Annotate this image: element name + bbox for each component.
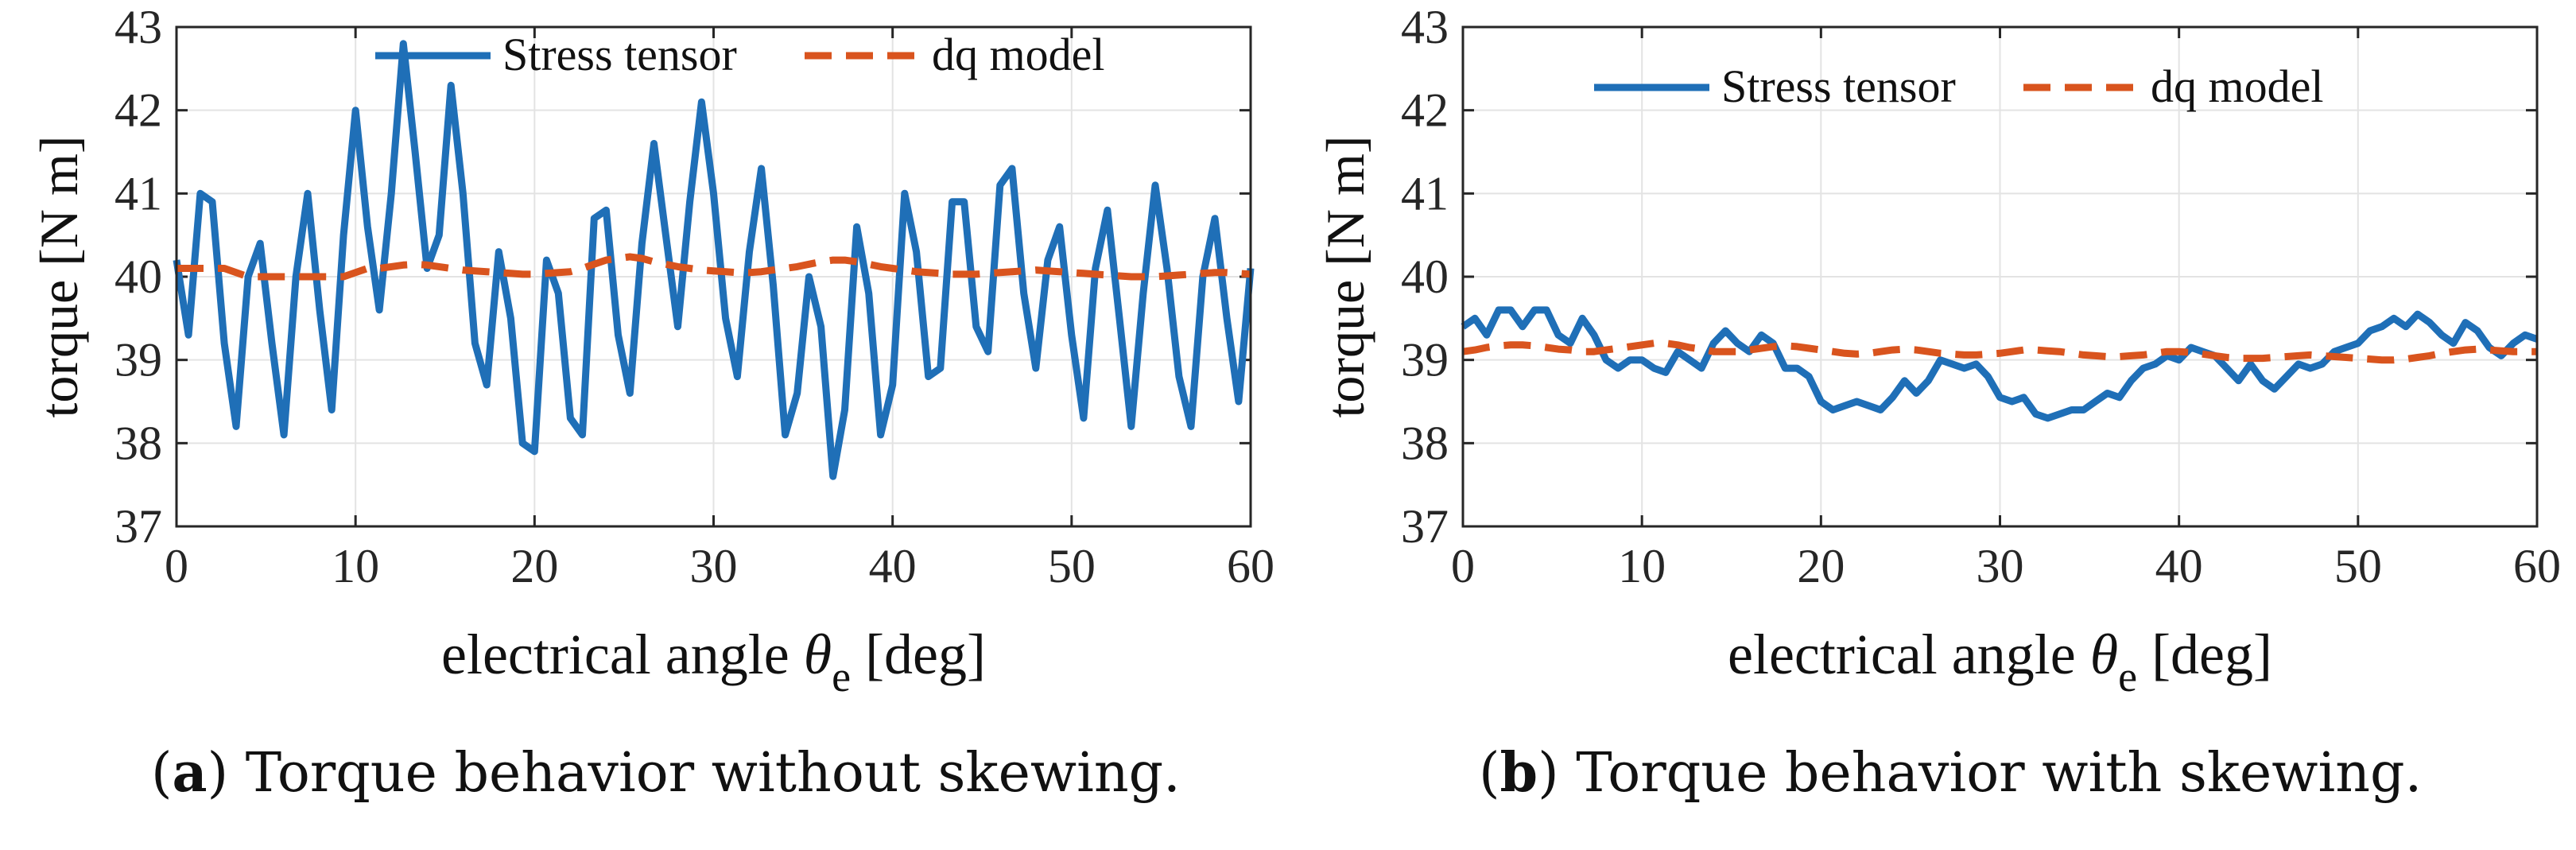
y-tick-label: 42 xyxy=(114,84,162,137)
y-tick-label: 43 xyxy=(114,1,162,53)
series-line-dq-model xyxy=(177,253,1251,281)
series-line-dq-model xyxy=(1462,340,2537,364)
axes-box-b xyxy=(1461,25,2539,528)
y-tick-label: 41 xyxy=(1401,167,1449,219)
x-tick-label: 60 xyxy=(2513,540,2561,592)
x-tick-label: 10 xyxy=(1618,540,1666,592)
y-tick-label: 38 xyxy=(114,417,162,469)
y-tick-label: 41 xyxy=(114,167,162,219)
x-axis-label: electrical angle θe [deg] xyxy=(441,623,986,701)
x-tick-label: 30 xyxy=(690,540,738,592)
caption-b-letter: b xyxy=(1499,741,1538,805)
caption-a: (a) Torque behavior without skewing. xyxy=(151,741,1181,805)
chart-a: 0 10 20 30 40 50 60 37 38 39 40 41 42 43 Stress tensor… xyxy=(29,1,1274,701)
legend-b: Stress tensor dq model xyxy=(1594,60,2323,112)
chart-b: 0 10 20 30 40 50 60 37 38 39 40 41 42 43 Stress tensor… xyxy=(1315,1,2561,701)
x-axis-label: electrical angle θe [deg] xyxy=(1728,623,2272,701)
legend-a: Stress tensor dq model xyxy=(375,29,1104,80)
x-tick-label: 40 xyxy=(2155,540,2203,592)
y-tick-label: 40 xyxy=(114,250,162,303)
y-tick-label: 43 xyxy=(1401,1,1449,53)
y-tick-label: 39 xyxy=(114,334,162,386)
caption-b: (b) Torque behavior with skewing. xyxy=(1479,741,2423,805)
axes-box-a xyxy=(175,25,1252,528)
y-tick-label: 37 xyxy=(1401,500,1449,553)
legend-label: dq model xyxy=(932,29,1104,80)
y-tick-label: 38 xyxy=(1401,417,1449,469)
x-tick-label: 30 xyxy=(1977,540,2024,592)
legend-label: Stress tensor xyxy=(1721,60,1956,112)
y-tick-label: 37 xyxy=(114,500,162,553)
legend-label: Stress tensor xyxy=(502,29,737,80)
y-tick-label: 40 xyxy=(1401,250,1449,303)
x-tick-label: 20 xyxy=(1797,540,1845,592)
series-line-stress-tensor xyxy=(1461,306,2539,422)
x-tick-label: 10 xyxy=(332,540,379,592)
x-tick-label: 0 xyxy=(165,540,188,592)
caption-b-text: Torque behavior with skewing. xyxy=(1558,742,2423,805)
caption-a-letter: a xyxy=(172,741,208,805)
x-tick-label: 20 xyxy=(510,540,558,592)
y-tick-label: 42 xyxy=(1401,84,1449,137)
caption-a-text: Torque behavior without skewing. xyxy=(228,742,1181,805)
x-tick-label: 0 xyxy=(1451,540,1475,592)
x-tick-label: 50 xyxy=(1048,540,1096,592)
x-tick-label: 50 xyxy=(2334,540,2382,592)
series-line-stress-tensor xyxy=(173,40,1255,480)
y-tick-label: 39 xyxy=(1401,334,1449,386)
y-axis-label: torque [N m] xyxy=(29,135,89,417)
legend-label: dq model xyxy=(2151,60,2323,112)
x-tick-label: 40 xyxy=(869,540,917,592)
y-axis-label: torque [N m] xyxy=(1315,135,1375,417)
x-tick-label: 60 xyxy=(1227,540,1274,592)
